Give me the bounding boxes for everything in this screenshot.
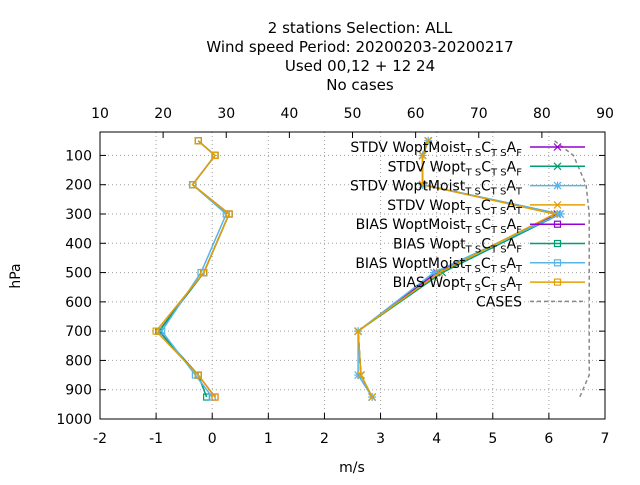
title-line-2: Wind speed Period: 20200203-20200217 bbox=[206, 38, 513, 56]
legend-label: BIAS WoptMoistT SCT SAF bbox=[356, 217, 523, 236]
series-line bbox=[554, 140, 590, 398]
x2-tick-label: 70 bbox=[470, 106, 488, 122]
title-line-4: No cases bbox=[326, 76, 394, 94]
series-7 bbox=[152, 137, 233, 401]
x2-tick-label: 40 bbox=[280, 106, 298, 122]
y-tick-label: 700 bbox=[65, 324, 92, 340]
legend-label: STDV WoptT SCT SAT bbox=[387, 198, 523, 217]
legend-label: BIAS WoptMoistT SCT SAT bbox=[355, 256, 523, 275]
legend-entry: STDV WoptT SCT SAT bbox=[387, 198, 585, 217]
data-point bbox=[553, 239, 562, 248]
data-point bbox=[556, 210, 565, 218]
y-tick-label: 300 bbox=[65, 207, 92, 223]
data-point bbox=[424, 136, 433, 145]
data-point bbox=[553, 220, 562, 228]
data-point bbox=[553, 278, 562, 286]
legend-label: STDV WoptMoistT SCT SAT bbox=[350, 179, 523, 198]
data-point bbox=[194, 371, 202, 379]
legend-entry: STDV WoptT SCT SAF bbox=[388, 159, 585, 178]
data-point bbox=[553, 143, 562, 151]
y-tick-label: 100 bbox=[65, 148, 92, 164]
y-tick-label: 500 bbox=[65, 266, 92, 282]
chart-title: 2 stations Selection: ALL Wind speed Per… bbox=[206, 19, 513, 94]
x-axis-label: m/s bbox=[339, 460, 365, 476]
legend-entry: BIAS WoptMoistT SCT SAF bbox=[356, 217, 585, 236]
x2-tick-label: 80 bbox=[533, 106, 551, 122]
y-tick-label: 400 bbox=[65, 236, 92, 252]
series-line bbox=[160, 140, 228, 398]
data-point bbox=[550, 210, 559, 218]
legend-entry: CASES bbox=[476, 294, 585, 310]
x2-tick-label: 90 bbox=[596, 106, 614, 122]
axes bbox=[99, 131, 606, 420]
data-point bbox=[418, 151, 427, 160]
data-point bbox=[553, 162, 562, 171]
legend-label: STDV WoptT SCT SAF bbox=[388, 159, 523, 178]
grid bbox=[100, 132, 605, 419]
data-point bbox=[152, 327, 160, 335]
data-point bbox=[211, 151, 219, 160]
x2-tick-label: 50 bbox=[344, 106, 362, 122]
series-line bbox=[157, 140, 230, 398]
legend-label: BIAS WoptT SCT SAF bbox=[393, 237, 522, 256]
x-tick-label: -2 bbox=[93, 431, 107, 447]
series bbox=[152, 136, 590, 402]
x-tick-label: -1 bbox=[149, 431, 163, 447]
legend-entry: BIAS WoptT SCT SAF bbox=[393, 237, 585, 256]
y-tick-label: 200 bbox=[65, 178, 92, 194]
data-point bbox=[188, 181, 197, 189]
data-point bbox=[356, 371, 365, 379]
plot-frame bbox=[99, 131, 606, 420]
x-tick-label: 1 bbox=[264, 431, 273, 447]
legend-entry: BIAS WoptMoistT SCT SAT bbox=[355, 256, 585, 275]
series-line bbox=[157, 140, 230, 398]
y-tick-label: 1000 bbox=[56, 412, 92, 428]
data-point bbox=[354, 371, 363, 380]
y-tick-label: 800 bbox=[65, 353, 92, 369]
series-6 bbox=[158, 137, 230, 401]
title-line-3: Used 00,12 + 12 24 bbox=[285, 57, 435, 75]
data-point bbox=[368, 393, 377, 401]
data-point bbox=[225, 210, 233, 218]
data-point bbox=[418, 180, 427, 189]
series-line bbox=[155, 140, 230, 398]
y-axis-label: hPa bbox=[8, 263, 24, 288]
legend-label: BIAS WoptT SCT SAT bbox=[393, 275, 523, 294]
y-tick-label: 900 bbox=[65, 383, 92, 399]
x-tick-label: 5 bbox=[488, 431, 497, 447]
data-point bbox=[354, 327, 363, 336]
data-point bbox=[429, 268, 438, 277]
x-tick-label: 4 bbox=[432, 431, 441, 447]
title-line-1: 2 stations Selection: ALL bbox=[268, 19, 453, 37]
data-point bbox=[200, 268, 208, 277]
legend-entry: STDV WoptMoistT SCT SAT bbox=[350, 179, 585, 198]
x2-tick-label: 20 bbox=[154, 106, 172, 122]
data-point bbox=[211, 393, 219, 401]
legend-label: CASES bbox=[476, 294, 522, 310]
legend-label: STDV WoptMoistT SCT SAF bbox=[350, 140, 522, 159]
x-tick-label: 0 bbox=[208, 431, 217, 447]
series-8 bbox=[554, 140, 590, 398]
tick-labels: -2 -1 0 1 2 3 4 5 6 7 10 20 30 40 50 60 70 80 90 100 200 300 4… bbox=[56, 106, 614, 447]
data-point bbox=[553, 181, 562, 190]
x-tick-label: 6 bbox=[544, 431, 553, 447]
x2-tick-label: 60 bbox=[407, 106, 425, 122]
data-point bbox=[194, 137, 202, 145]
legend-entry: BIAS WoptT SCT SAT bbox=[393, 275, 585, 294]
data-point bbox=[553, 259, 562, 267]
x2-tick-label: 10 bbox=[91, 106, 109, 122]
x-tick-label: 3 bbox=[376, 431, 385, 447]
x2-tick-label: 30 bbox=[217, 106, 235, 122]
y-tick-label: 600 bbox=[65, 295, 92, 311]
legend-entry: STDV WoptMoistT SCT SAF bbox=[350, 140, 585, 159]
x-tick-label: 7 bbox=[601, 431, 610, 447]
x-tick-label: 2 bbox=[320, 431, 329, 447]
data-point bbox=[435, 268, 444, 277]
series-3 bbox=[354, 136, 559, 401]
series-line bbox=[357, 140, 557, 398]
data-point bbox=[553, 200, 562, 209]
